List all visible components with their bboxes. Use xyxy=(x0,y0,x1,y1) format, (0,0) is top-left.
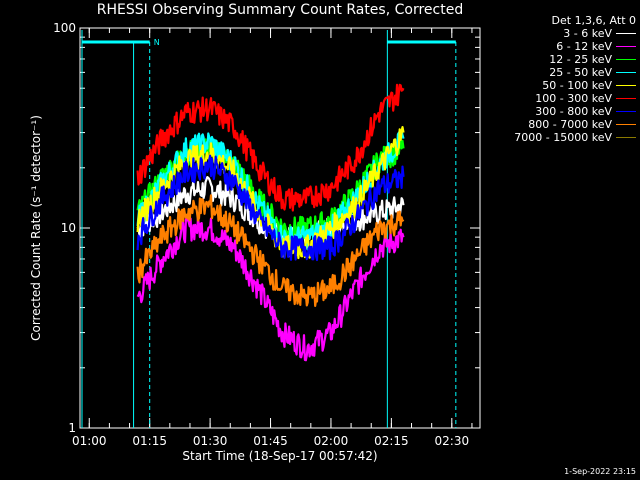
x-tick-label: 02:15 xyxy=(374,434,409,448)
legend-swatch xyxy=(616,111,636,112)
legend-swatch xyxy=(616,98,636,99)
x-tick-label: 01:15 xyxy=(132,434,167,448)
legend-label: 100 - 300 keV xyxy=(535,92,612,105)
y-tick-label: 100 xyxy=(53,21,76,35)
legend-item: 6 - 12 keV xyxy=(480,40,636,53)
x-tick-label: 01:00 xyxy=(72,434,107,448)
legend-label: 50 - 100 keV xyxy=(542,79,612,92)
legend-item: 300 - 800 keV xyxy=(480,105,636,118)
legend-label: 3 - 6 keV xyxy=(563,27,612,40)
legend-item: 25 - 50 keV xyxy=(480,66,636,79)
legend-label: 12 - 25 keV xyxy=(549,53,612,66)
legend-swatch xyxy=(616,85,636,86)
legend-label: 25 - 50 keV xyxy=(549,66,612,79)
legend-item: 3 - 6 keV xyxy=(480,27,636,40)
legend-swatch xyxy=(616,124,636,125)
x-tick-label: 01:45 xyxy=(253,434,288,448)
legend-label: 800 - 7000 keV xyxy=(528,118,612,131)
x-tick-label: 02:00 xyxy=(314,434,349,448)
chart-title: RHESSI Observing Summary Count Rates, Co… xyxy=(96,2,464,18)
legend-item: 7000 - 15000 keV xyxy=(480,131,636,144)
series-line xyxy=(136,83,405,212)
series-line xyxy=(136,215,405,362)
y-tick-label: 1 xyxy=(68,421,76,435)
x-tick-label: 01:30 xyxy=(193,434,228,448)
legend: Det 1,3,6, Att 0 3 - 6 keV 6 - 12 keV 12 -… xyxy=(480,14,636,144)
legend-item: 50 - 100 keV xyxy=(480,79,636,92)
legend-swatch xyxy=(616,59,636,60)
night-marker: N xyxy=(154,38,160,47)
x-tick-label: 02:30 xyxy=(435,434,470,448)
legend-label: 300 - 800 keV xyxy=(535,105,612,118)
y-axis-label: Corrected Count Rate (s⁻¹ detector⁻¹) xyxy=(29,115,43,341)
x-axis-label: Start Time (18-Sep-17 00:57:42) xyxy=(182,449,377,463)
series-line xyxy=(136,194,405,307)
y-tick-label: 10 xyxy=(61,221,76,235)
legend-swatch xyxy=(616,33,636,34)
legend-title: Det 1,3,6, Att 0 xyxy=(551,14,636,27)
legend-swatch xyxy=(616,46,636,47)
legend-label: 6 - 12 keV xyxy=(556,40,612,53)
legend-swatch xyxy=(616,137,636,138)
legend-item: 12 - 25 keV xyxy=(480,53,636,66)
legend-item: 100 - 300 keV xyxy=(480,92,636,105)
legend-label: 7000 - 15000 keV xyxy=(514,131,612,144)
series-line xyxy=(136,154,405,262)
footer-date: 1-Sep-2022 23:15 xyxy=(564,467,636,476)
legend-swatch xyxy=(616,72,636,73)
legend-item: 800 - 7000 keV xyxy=(480,118,636,131)
